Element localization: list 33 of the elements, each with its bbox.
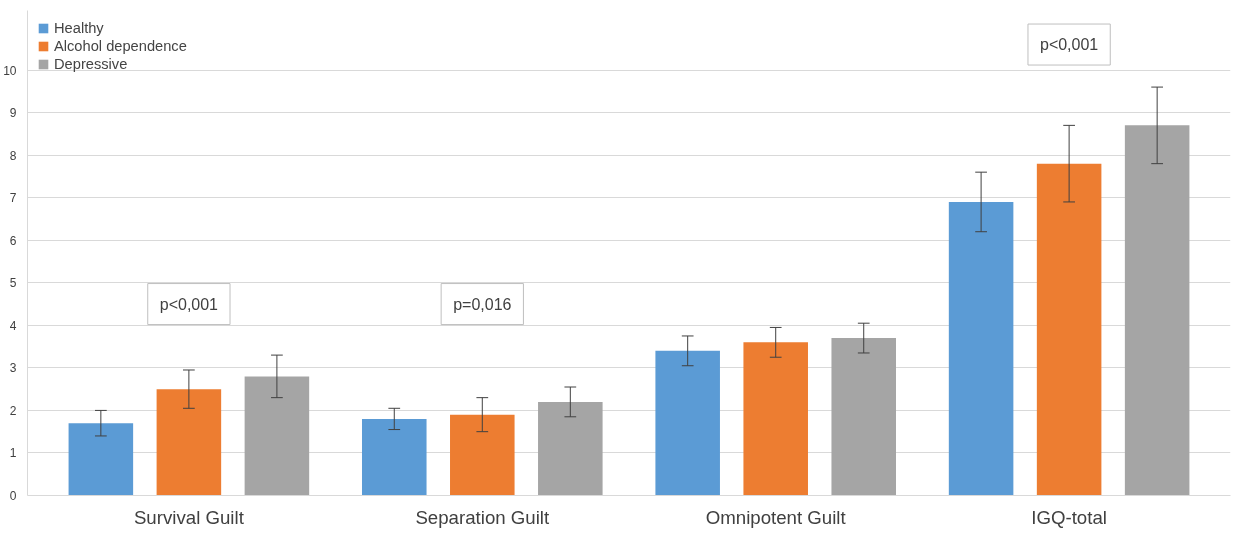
y-tick-label: 2 xyxy=(9,403,17,418)
bar xyxy=(1036,163,1102,496)
y-tick-label: 10 xyxy=(3,63,17,78)
legend-label: Healthy xyxy=(54,20,104,36)
y-tick-label: 5 xyxy=(9,276,17,291)
legend-label: Alcohol dependence xyxy=(54,38,187,54)
bar xyxy=(68,423,134,496)
x-tick-label: Survival Guilt xyxy=(133,506,245,528)
annotation: p=0,016 xyxy=(453,295,512,313)
bar xyxy=(361,418,427,496)
x-tick-label: Separation Guilt xyxy=(415,506,550,528)
bar xyxy=(655,350,720,496)
y-tick-label: 9 xyxy=(9,106,17,121)
y-tick-label: 6 xyxy=(9,233,17,248)
bar xyxy=(948,201,1014,496)
y-tick-label: 8 xyxy=(9,148,17,163)
y-tick-label: 1 xyxy=(9,446,17,461)
x-tick-label: IGQ-total xyxy=(1031,506,1107,528)
legend-label: Depressive xyxy=(54,56,128,72)
y-tick-label: 0 xyxy=(9,489,17,503)
bar xyxy=(743,342,808,496)
bar xyxy=(1124,125,1190,496)
bar xyxy=(538,401,603,496)
bar xyxy=(831,338,897,496)
annotation: p<0,001 xyxy=(159,295,219,313)
y-tick-label: 7 xyxy=(9,191,17,206)
y-tick-label: 4 xyxy=(9,318,17,333)
bar xyxy=(450,414,515,496)
x-tick-label: Omnipotent Guilt xyxy=(705,506,847,528)
bar xyxy=(244,376,310,496)
bar xyxy=(156,389,222,496)
annotation: p<0,001 xyxy=(1039,36,1099,54)
y-tick-label: 3 xyxy=(9,361,17,376)
